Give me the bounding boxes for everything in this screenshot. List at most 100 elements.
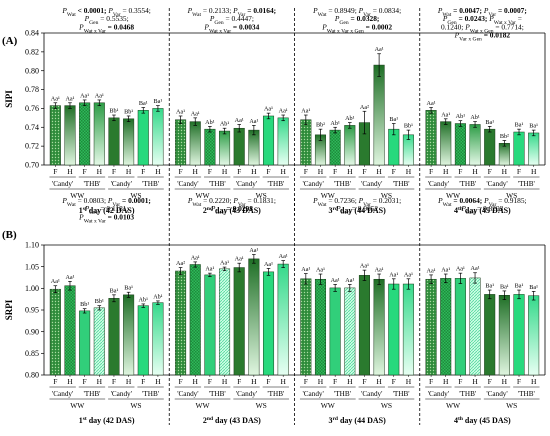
bar [440,278,452,376]
water-regime-label: WW [70,401,85,410]
bar [123,294,135,376]
significance-letter: Aa¹ [51,278,60,285]
cultivar-label: 'THB' [393,180,410,188]
cultivar-label: 'THB' [334,390,351,398]
bar [189,264,201,376]
panel-label-b: (B) [2,229,17,241]
cultivar-label: 'THB' [334,180,351,188]
significance-letter: Aa¹ [360,263,369,270]
bar [498,143,510,166]
significance-letter: Aa¹ [65,274,74,281]
stats-line: PGen = 0.8293 [460,204,503,216]
bar [425,278,437,376]
water-regime-label: WW [70,191,85,200]
significance-letter: Ba¹ [529,123,538,130]
bar [300,119,312,166]
significance-letter: Ba¹ [154,98,163,105]
bar [329,129,341,166]
y-tick-label: 0.82 [25,47,39,56]
treatment-label: H [67,167,73,176]
cultivar-label: 'Candy' [177,180,198,188]
significance-letter: Ab¹ [470,114,480,121]
significance-letter: Ab¹ [220,121,230,128]
treatment-label: F [112,167,116,176]
treatment-label: H [193,377,199,386]
bar [440,121,452,166]
significance-letter: Bb¹ [109,108,118,115]
cultivar-label: 'THB' [518,390,535,398]
water-regime-label: WS [506,191,517,200]
treatment-label: H [502,167,508,176]
significance-letter: Aa¹ [65,95,74,102]
significance-letter: Ba¹ [515,122,524,129]
treatment-label: F [266,377,270,386]
significance-letter: Ba¹ [389,116,398,123]
stats-line: PGen = 0.5535; [84,14,129,26]
treatment-label: F [83,377,87,386]
stats-line: PGen = 0.9652 [335,204,378,216]
bar [152,108,164,166]
cultivar-label: 'THB' [518,180,535,188]
treatment-label: F [392,377,396,386]
bar [277,263,289,376]
treatment-label: H [472,377,478,386]
treatment-label: F [429,167,433,176]
treatment-label: H [155,377,161,386]
treatment-label: F [53,167,57,176]
treatment-label: H [251,377,257,386]
stats-line: PWat < 0.0001; PVar = 0.3554; [61,6,150,18]
cultivar-label: 'Candy' [361,390,382,398]
day-label: 1st day (42 DAS) [79,206,135,215]
y-tick-label: 0.72 [25,142,39,151]
y-tick-label: 0.80 [25,371,39,380]
y-tick-label: 1.10 [25,241,39,250]
significance-letter: Aa¹ [331,277,340,284]
significance-letter: Aa¹ [345,277,354,284]
treatment-label: F [208,377,212,386]
significance-letter: Ba¹ [485,283,494,290]
significance-letter: Aa¹ [220,260,229,267]
treatment-label: H [318,167,324,176]
treatment-label: F [53,377,57,386]
water-regime-label: WW [321,191,336,200]
treatment-label: F [458,377,462,386]
significance-letter: Aa¹ [80,92,89,99]
cultivar-label: 'THB' [393,390,410,398]
bar [344,125,356,166]
bar [277,117,289,166]
bar [49,288,61,376]
treatment-label: H [251,167,257,176]
treatment-label: H [347,377,353,386]
day-label: 1st day (42 DAS) [79,416,135,425]
bar [498,295,510,376]
treatment-label: F [141,377,145,386]
treatment-label: H [376,377,382,386]
bar [79,102,91,166]
bar [248,258,260,376]
bar [454,123,466,166]
cultivar-label: 'Candy' [428,390,449,398]
significance-letter: Bb¹ [124,108,133,115]
significance-letter: Aa¹ [264,106,273,113]
significance-letter: Aa¹ [51,95,60,102]
treatment-label: F [237,167,241,176]
significance-letter: Ab¹ [456,113,466,120]
significance-letter: Bb² [316,122,325,129]
cultivar-label: 'Candy' [361,180,382,188]
bar [528,295,540,376]
y-tick-label: 1.00 [25,284,39,293]
significance-letter: Aa¹ [427,267,436,274]
cultivar-label: 'Candy' [486,390,507,398]
bar [513,131,525,166]
significance-letter: Aa¹ [441,267,450,274]
stats-line: PGen = 0.1181; [84,204,129,216]
significance-letter: Ba¹ [500,283,509,290]
cultivar-label: 'Candy' [177,390,198,398]
significance-letter: Aa¹ [249,247,258,254]
cultivar-label: 'Candy' [302,390,323,398]
bar [528,132,540,166]
y-tick-label: 0.95 [25,306,39,315]
water-regime-label: WS [506,401,517,410]
day-label: 2nd day (43 DAS) [203,206,261,215]
treatment-label: H [193,167,199,176]
